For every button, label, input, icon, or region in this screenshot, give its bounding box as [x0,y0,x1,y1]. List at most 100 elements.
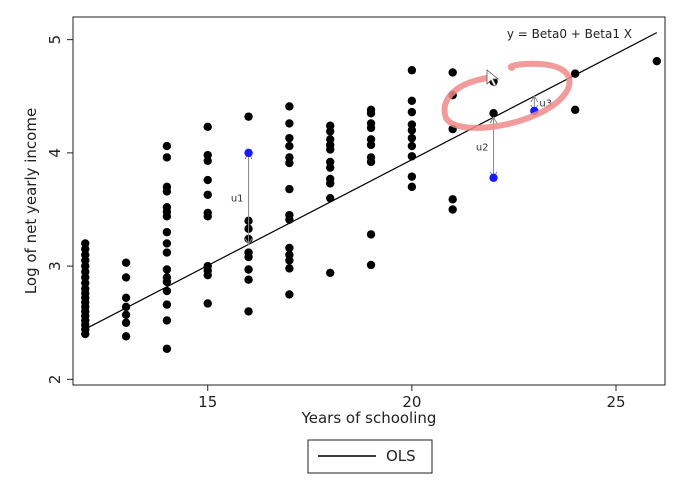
data-point [326,193,335,203]
x-axis-title: Years of schooling [301,409,437,427]
data-point [162,212,172,221]
data-point [121,273,131,282]
data-point [162,239,172,248]
data-point [407,152,417,161]
data-point [285,184,294,194]
data-point [121,318,131,327]
data-point [162,286,172,296]
y-tick-label: 4 [46,148,64,158]
data-point [162,227,172,237]
residual-label: u1 [231,194,244,205]
data-point [407,141,417,151]
data-point [244,275,253,284]
data-point [244,252,253,262]
data-point [366,123,376,133]
data-point [203,212,212,221]
residual-arrows: u1 u2 u3 [231,95,552,246]
data-point [326,179,335,188]
data-point [162,141,172,151]
data-point [407,126,417,135]
residual-arrowhead [489,116,498,124]
residual-arrowhead [530,95,539,103]
data-point [81,329,90,339]
data-point [285,215,294,224]
data-point [326,268,335,278]
highlight-scribble [441,60,573,131]
data-point [407,172,417,181]
data-point [203,156,212,166]
cursor-icon [486,69,500,87]
y-axis-ticks: 2 3 4 5 [46,35,73,384]
y-axis-title: Log of net yearly income [22,108,40,294]
y-tick-label: 5 [46,35,64,45]
x-tick-label: 25 [606,393,625,411]
data-point [244,307,253,316]
data-point [407,66,417,75]
data-point [285,141,294,151]
data-point [448,195,457,204]
data-point [285,256,294,265]
data-point [121,310,131,319]
legend: OLS [307,439,433,474]
data-point [407,107,417,117]
data-point [285,102,294,111]
data-point [203,299,212,308]
data-point [366,109,376,118]
data-point [244,112,253,121]
data-point [121,332,131,341]
x-tick-label: 15 [198,393,217,411]
residual-label: u3 [539,99,552,110]
data-point [448,68,457,77]
data-point [570,69,580,78]
data-point [366,260,376,270]
data-point [489,109,498,118]
data-point [285,133,294,143]
plot-frame [72,16,666,386]
ols-regression-line [84,32,658,330]
data-point [203,175,212,185]
data-point [244,265,253,274]
equation-label: y = Beta0 + Beta1 X [507,27,632,41]
data-point [162,248,172,257]
x-tick-label: 20 [402,393,421,411]
data-point [203,190,212,199]
data-point [285,158,294,168]
data-point [285,290,294,299]
highlighted-data-point [244,148,253,158]
data-point [407,133,417,143]
data-point [162,316,172,325]
data-point [366,230,376,239]
data-point [407,182,417,192]
data-point [203,122,212,132]
data-point [162,265,172,274]
data-point [285,243,294,253]
data-point [162,277,172,287]
residual-arrowhead [244,238,253,246]
data-point [326,127,335,136]
residual-label: u2 [476,143,489,154]
data-point [121,302,131,312]
data-point [162,344,172,353]
data-point [326,145,335,154]
data-point [285,264,294,273]
highlighted-data-point [489,173,498,182]
data-point [407,96,417,105]
data-points [81,56,662,353]
data-point [570,105,580,115]
data-point [448,205,457,214]
data-point [203,270,212,280]
data-point [162,153,172,162]
y-tick-label: 2 [46,375,64,385]
data-point [326,163,335,172]
data-point [285,119,294,128]
data-point [366,157,376,167]
data-point [162,187,172,196]
legend-ols-label: OLS [386,447,416,465]
data-point [121,258,131,267]
y-tick-label: 3 [46,261,64,271]
data-point [121,293,131,303]
data-point [366,140,376,150]
x-axis-ticks: 15 20 25 [198,385,626,411]
data-point [652,56,662,66]
